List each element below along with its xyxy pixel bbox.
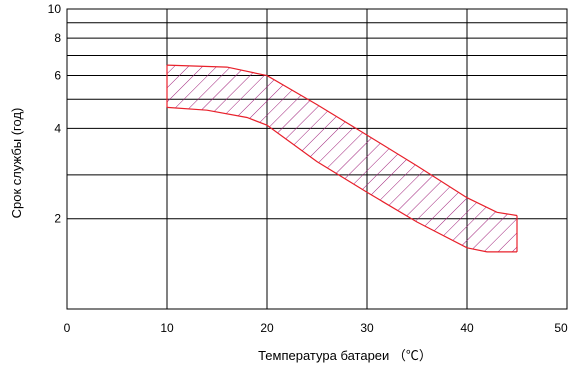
x-tick-label: 40	[460, 321, 474, 335]
x-tick-label: 0	[64, 321, 71, 335]
y-axis-label: Срок службы (год)	[9, 108, 24, 219]
x-axis-ticks: 0 10 20 30 40 50	[64, 321, 568, 335]
x-tick-label: 50	[554, 321, 568, 335]
life-band	[166, 64, 518, 253]
y-tick-label: 6	[54, 69, 61, 83]
x-tick-label: 20	[260, 321, 274, 335]
y-tick-label: 8	[54, 31, 61, 45]
band-hatch-fill	[167, 65, 517, 252]
x-tick-label: 30	[360, 321, 374, 335]
y-tick-label: 2	[54, 212, 61, 226]
band-upper-line	[166, 64, 518, 217]
y-axis-ticks: 2 4 6 8 10	[48, 2, 62, 226]
y-tick-label: 10	[48, 2, 62, 16]
band-lower-line	[166, 106, 517, 253]
x-axis-label: Температура батареи （℃）	[258, 348, 432, 363]
x-tick-label: 10	[160, 321, 174, 335]
y-tick-label: 4	[54, 121, 61, 135]
